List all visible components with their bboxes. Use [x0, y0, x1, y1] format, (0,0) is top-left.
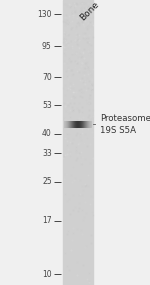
Text: 40: 40 [42, 129, 52, 139]
Text: 130: 130 [37, 10, 52, 19]
Text: 95: 95 [42, 42, 52, 51]
Text: 17: 17 [42, 216, 52, 225]
Text: 10: 10 [42, 270, 52, 279]
Bar [63, 0, 93, 285]
Text: 53: 53 [42, 101, 52, 110]
Text: 25: 25 [42, 177, 52, 186]
Text: Proteasome
19S S5A: Proteasome 19S S5A [100, 114, 150, 135]
Text: Bone: Bone [78, 0, 101, 23]
Text: 70: 70 [42, 73, 52, 82]
Text: 33: 33 [42, 149, 52, 158]
